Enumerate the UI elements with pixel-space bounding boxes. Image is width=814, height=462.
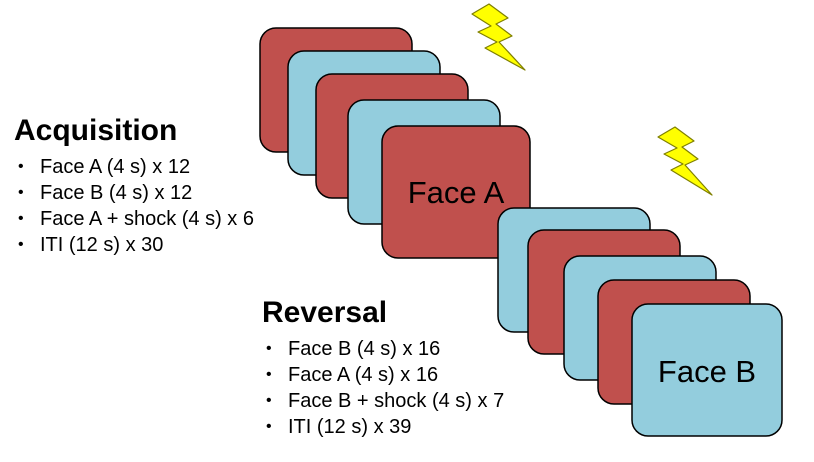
list-item: Face A + shock (4 s) x 6 (14, 206, 254, 232)
list-item: Face B + shock (4 s) x 7 (262, 388, 504, 414)
reversal-section: Reversal Face B (4 s) x 16 Face A (4 s) … (262, 296, 504, 440)
list-item: ITI (12 s) x 30 (14, 232, 254, 258)
acquisition-card-stack: Face A (259, 27, 531, 259)
list-item: Face B (4 s) x 16 (262, 336, 504, 362)
face-b-card-label: Face B (658, 354, 756, 389)
list-item: Face B (4 s) x 12 (14, 180, 254, 206)
reversal-card-stack: Face B (497, 207, 783, 437)
acquisition-title: Acquisition (14, 114, 178, 147)
face-a-card-front (381, 125, 531, 259)
list-item: ITI (12 s) x 39 (262, 414, 504, 440)
acquisition-section: Acquisition Face A (4 s) x 12 Face B (4 … (14, 114, 254, 258)
reversal-list: Face B (4 s) x 16 Face A (4 s) x 16 Face… (262, 336, 504, 440)
lightning-bolt-icon (471, 3, 526, 71)
face-a-card-label: Face A (408, 175, 505, 210)
lightning-bolt-icon (657, 126, 713, 196)
face-b-card-front (631, 303, 783, 437)
list-item: Face A (4 s) x 12 (14, 154, 254, 180)
acquisition-list: Face A (4 s) x 12 Face B (4 s) x 12 Face… (14, 154, 254, 258)
reversal-title: Reversal (262, 296, 388, 329)
list-item: Face A (4 s) x 16 (262, 362, 504, 388)
